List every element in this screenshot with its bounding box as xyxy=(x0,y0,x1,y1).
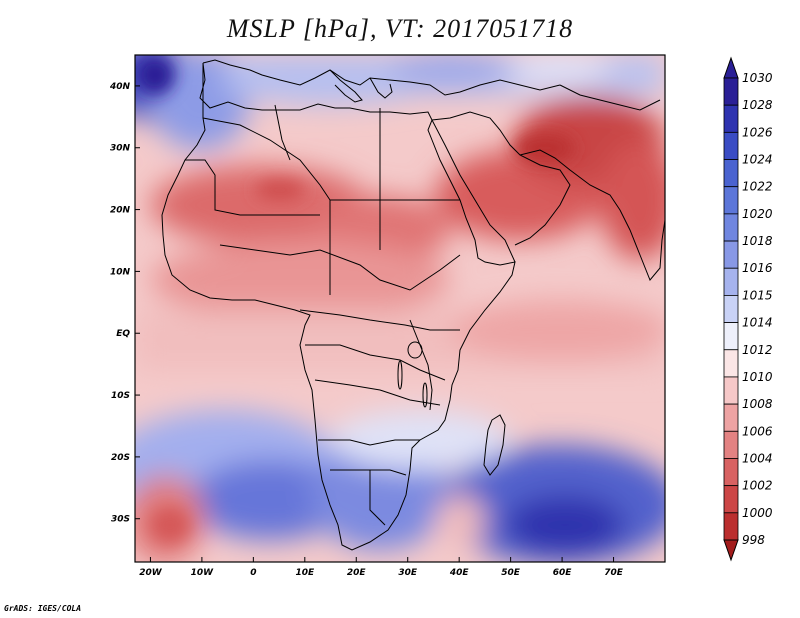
colorbar-label: 998 xyxy=(742,533,765,547)
colorbar-label: 1006 xyxy=(742,424,773,438)
colorbar-swatch xyxy=(723,403,739,432)
lon-tick-label: 40E xyxy=(449,568,470,578)
colorbar-label: 1002 xyxy=(742,479,773,493)
lon-tick-label: 20E xyxy=(347,568,367,578)
colorbar-label: 1020 xyxy=(742,207,773,221)
colorbar-swatch xyxy=(723,430,739,459)
colorbar-label: 1028 xyxy=(742,98,773,112)
colorbar: 1030 1028 1026 1024 1022 1020 1018 1016 1015 1014… xyxy=(723,56,773,562)
colorbar-label: 1026 xyxy=(742,125,773,139)
colorbar-label: 1015 xyxy=(742,288,773,302)
lon-tick-label: 70E xyxy=(604,568,624,578)
lat-tick-label: EQ xyxy=(116,329,130,339)
colorbar-bottom-arrow xyxy=(723,539,739,562)
colorbar-swatch xyxy=(723,213,739,242)
lon-tick-label: 30E xyxy=(398,568,418,578)
lat-tick-label: 10S xyxy=(111,391,130,401)
grads-credit: GrADS: IGES/COLA xyxy=(4,604,82,613)
colorbar-swatch xyxy=(723,186,739,215)
colorbar-label: 1022 xyxy=(742,180,773,194)
colorbar-label: 1008 xyxy=(742,397,773,411)
lon-tick-label: 10E xyxy=(295,568,315,578)
lon-tick-label: 50E xyxy=(501,568,521,578)
colorbar-label: 1024 xyxy=(742,153,773,167)
colorbar-swatch xyxy=(723,485,739,514)
colorbar-swatch xyxy=(723,159,739,188)
colorbar-label: 1030 xyxy=(742,71,773,85)
lon-tick-label: 60E xyxy=(553,568,573,578)
lat-tick-label: 30N xyxy=(110,144,131,154)
map-frame xyxy=(134,54,666,563)
colorbar-swatch xyxy=(723,349,739,378)
lon-tick-label: 10W xyxy=(191,568,215,578)
lat-tick-label: 40N xyxy=(109,82,131,92)
colorbar-label: 1014 xyxy=(742,316,773,330)
colorbar-swatch xyxy=(723,240,739,269)
lat-tick-label: 10N xyxy=(110,267,131,277)
colorbar-top-arrow xyxy=(723,56,739,79)
lon-tick-label: 20W xyxy=(139,568,163,578)
colorbar-swatch xyxy=(723,512,739,541)
lon-tick-label: 0 xyxy=(250,568,256,578)
pressure-field xyxy=(135,55,665,562)
lat-tick-label: 20S xyxy=(111,453,130,463)
colorbar-label: 1000 xyxy=(742,506,773,520)
colorbar-label: 1004 xyxy=(742,451,773,465)
colorbar-swatch xyxy=(723,267,739,296)
colorbar-label: 1012 xyxy=(742,343,773,357)
lat-tick-label: 30S xyxy=(111,515,130,525)
colorbar-swatch xyxy=(723,376,739,405)
colorbar-swatch xyxy=(723,104,739,133)
colorbar-swatch xyxy=(723,322,739,351)
lat-tick-label: 20N xyxy=(110,206,131,216)
colorbar-label: 1018 xyxy=(742,234,773,248)
colorbar-swatch xyxy=(723,295,739,323)
latitude-axis: 40N 30N 20N 10N EQ 10S 20S 30S xyxy=(109,82,140,525)
colorbar-label: 1016 xyxy=(742,261,773,275)
colorbar-swatch xyxy=(723,458,739,487)
colorbar-label: 1010 xyxy=(742,370,773,384)
longitude-axis: 20W 10W 0 10E 20E 30E 40E 50E 60E 70E xyxy=(139,557,624,578)
colorbar-swatch xyxy=(723,131,739,160)
map-title: MSLP [hPa], VT: 2017051718 xyxy=(226,14,574,43)
colorbar-swatch xyxy=(723,77,739,106)
coastlines xyxy=(161,59,665,551)
